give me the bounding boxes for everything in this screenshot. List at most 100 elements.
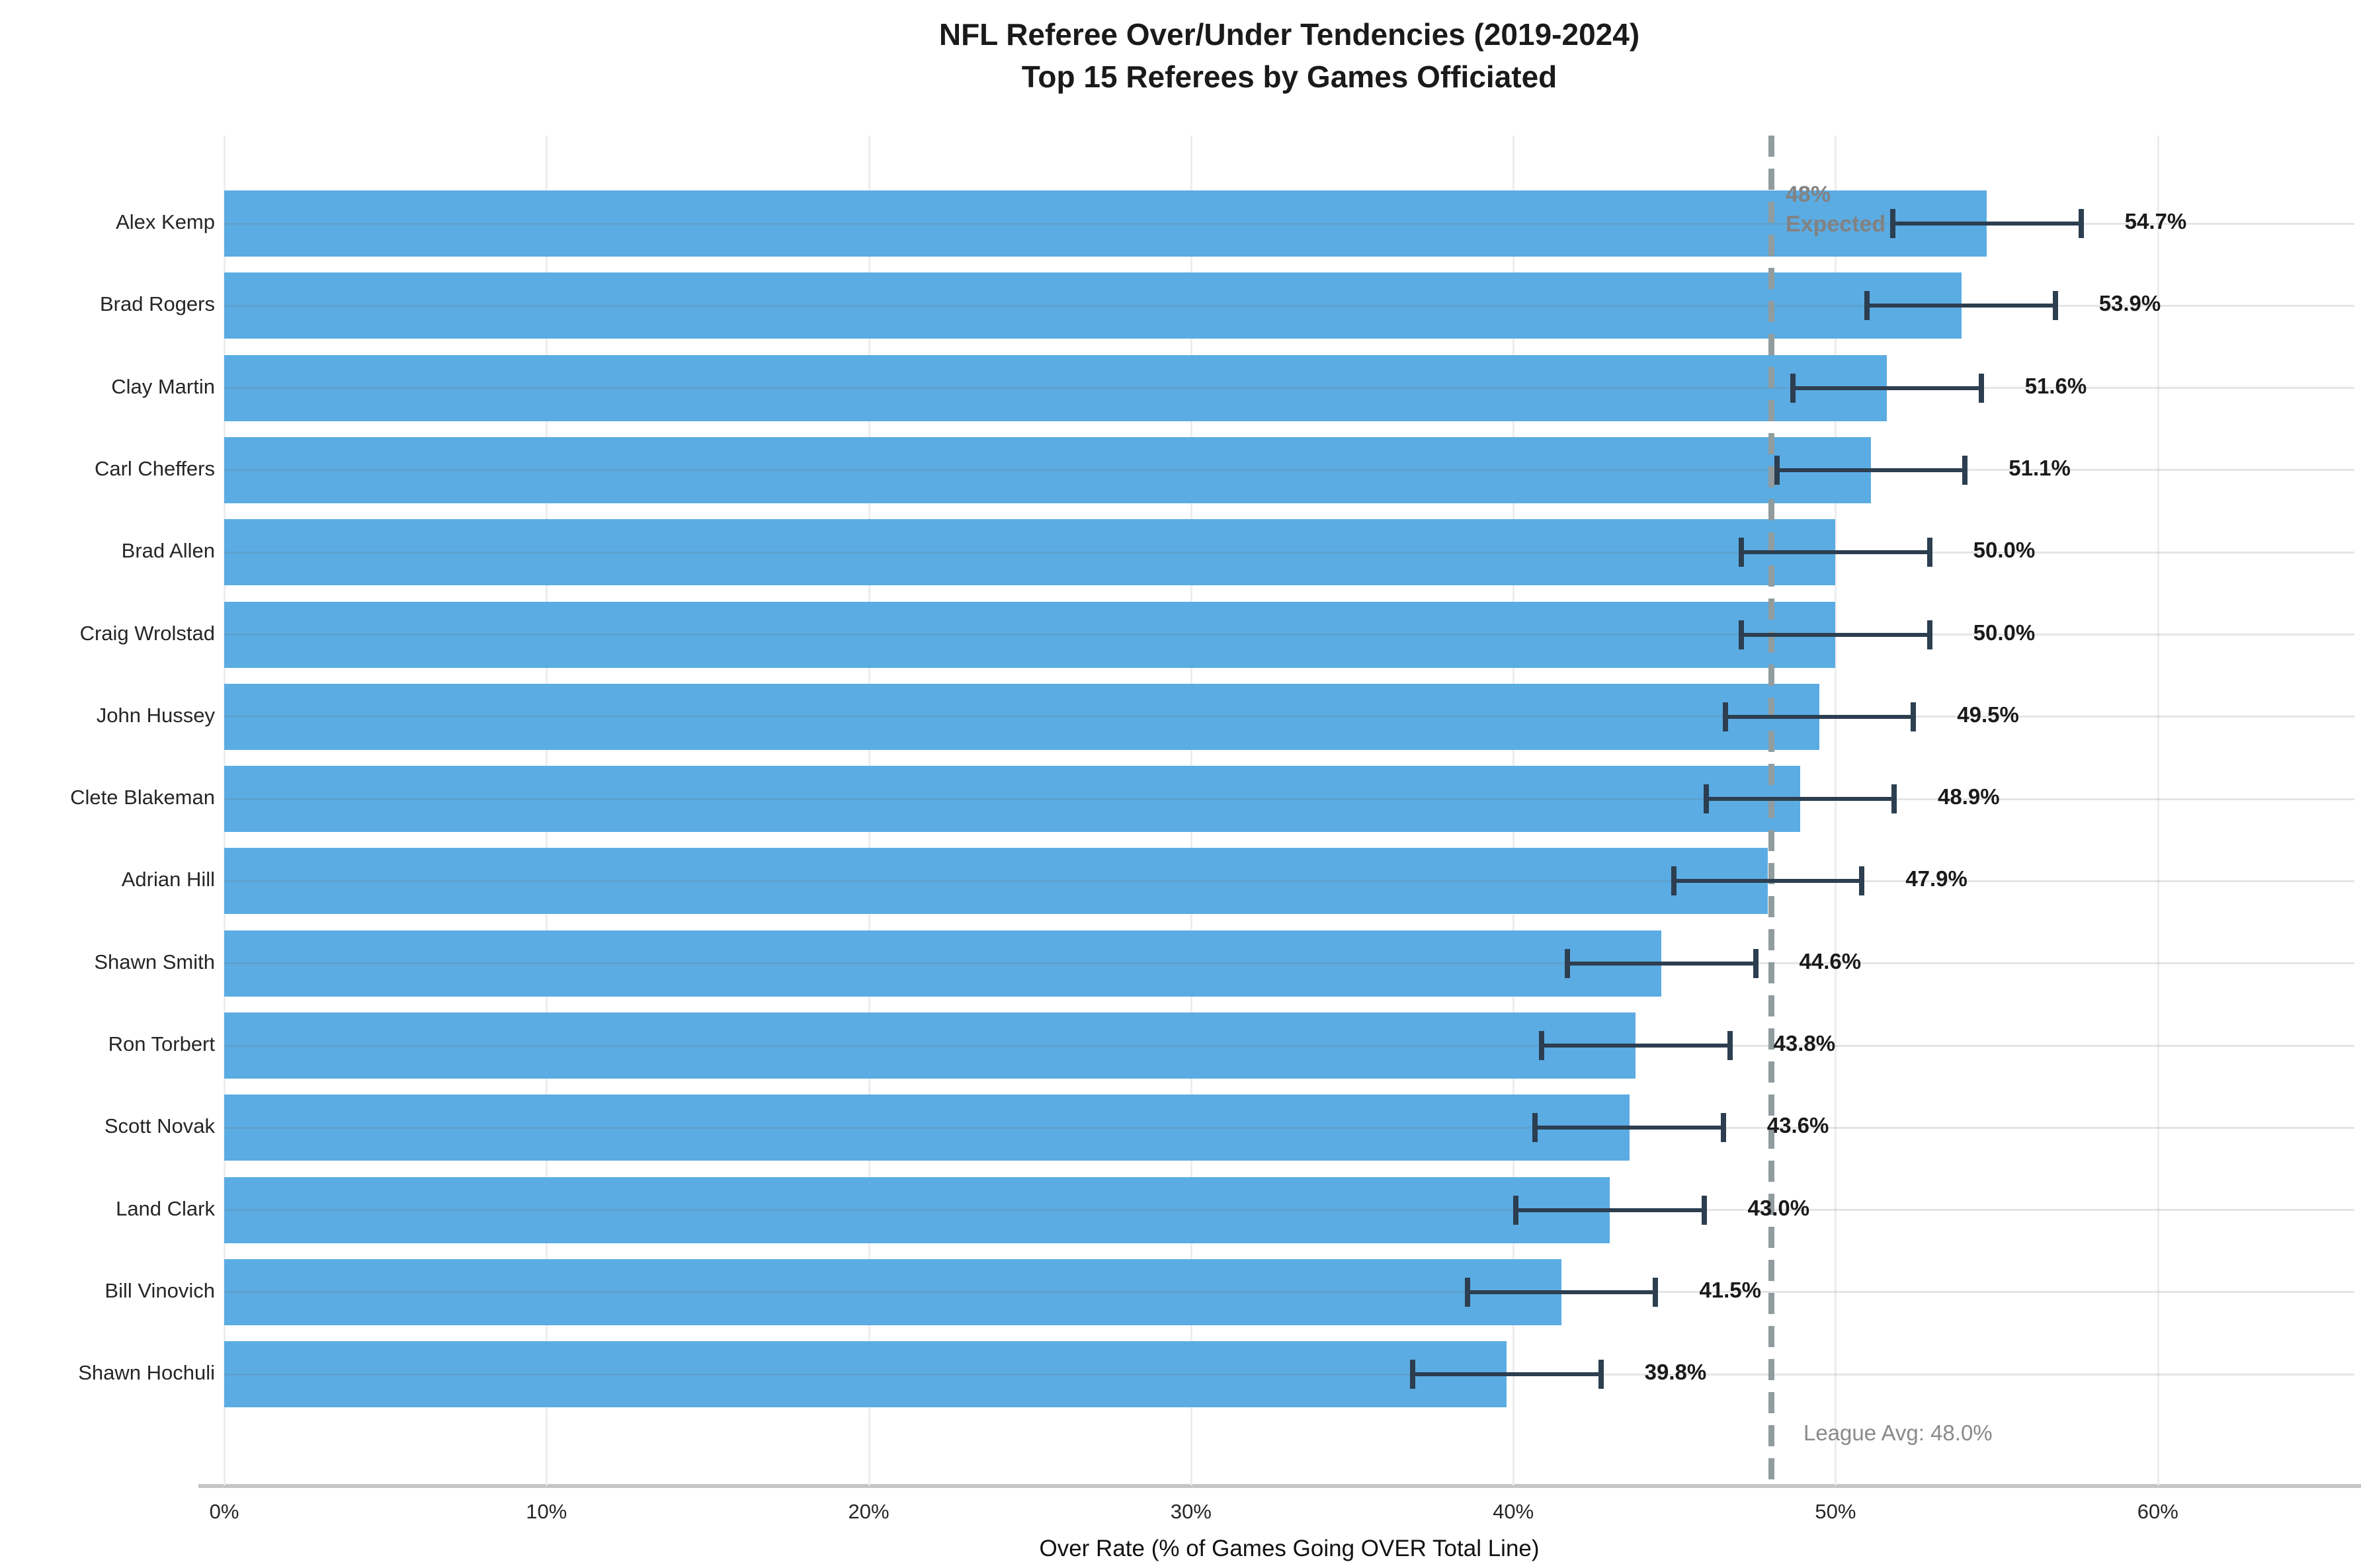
- bar: [224, 1094, 1630, 1161]
- category-label: Land Clark: [116, 1196, 215, 1220]
- bar: [224, 354, 1887, 421]
- category-label: Shawn Smith: [94, 950, 215, 973]
- bar: [224, 190, 1987, 257]
- x-tick-label: 60%: [2137, 1500, 2178, 1523]
- horizontal-gridline: [224, 798, 2354, 800]
- chart-title-line1: NFL Referee Over/Under Tendencies (2019-…: [938, 17, 1640, 52]
- error-bar-cap-left: [1774, 455, 1780, 485]
- bar-value-label: 44.6%: [1799, 948, 1862, 973]
- error-bar: [1539, 1031, 1733, 1060]
- category-label: Bill Vinovich: [104, 1278, 215, 1302]
- category-label: Craig Wrolstad: [79, 621, 215, 645]
- error-bar: [1739, 538, 1932, 567]
- x-tick-label: 50%: [1815, 1500, 1856, 1523]
- x-axis-title: Over Rate (% of Games Going OVER Total L…: [1039, 1536, 1540, 1561]
- bar: [224, 1341, 1507, 1408]
- error-bar-cap-right: [2078, 209, 2084, 238]
- league-average-reference-line: [1768, 136, 1774, 1485]
- category-label: Alex Kemp: [116, 210, 215, 233]
- error-bar: [1890, 209, 2084, 238]
- error-bar-cap-right: [2052, 291, 2058, 321]
- error-bar: [1532, 1113, 1726, 1143]
- error-bar: [1864, 291, 2058, 321]
- category-label: Clay Martin: [111, 374, 215, 398]
- vertical-gridline: [2157, 136, 2159, 1485]
- category-label: Carl Cheffers: [94, 456, 215, 480]
- error-bar-cap-right: [1859, 866, 1865, 896]
- error-bar-cap-left: [1739, 620, 1745, 649]
- bar: [224, 601, 1836, 668]
- bar: [224, 1176, 1610, 1243]
- x-tick-label: 30%: [1170, 1500, 1212, 1523]
- x-axis-spine: [198, 1484, 2361, 1488]
- bar-value-label: 51.6%: [2024, 373, 2087, 398]
- error-bar: [1513, 1195, 1707, 1225]
- error-bar-cap-left: [1539, 1031, 1545, 1060]
- error-bar: [1703, 784, 1897, 814]
- bar-value-label: 54.7%: [2124, 209, 2187, 233]
- bar-value-label: 50.0%: [1973, 538, 2036, 563]
- error-bar-cap-right: [1962, 455, 1968, 485]
- error-bar-cap-left: [1532, 1113, 1538, 1143]
- category-label: Clete Blakeman: [70, 786, 215, 809]
- category-label: Brad Rogers: [99, 292, 215, 316]
- bar: [224, 848, 1768, 915]
- league-avg-annotation: League Avg: 48.0%: [1803, 1421, 1993, 1445]
- error-bar: [1465, 1277, 1659, 1307]
- error-bar-cap-right: [1978, 373, 1984, 403]
- error-bar-cap-left: [1864, 291, 1870, 321]
- error-bar-cap-right: [1891, 784, 1897, 814]
- error-bar: [1774, 455, 1968, 485]
- horizontal-gridline: [224, 1209, 2354, 1212]
- error-bar-cap-left: [1513, 1195, 1519, 1225]
- error-bar-cap-right: [1701, 1195, 1707, 1225]
- horizontal-gridline: [224, 634, 2354, 636]
- error-bar: [1790, 373, 1984, 403]
- bar-value-label: 50.0%: [1973, 620, 2036, 645]
- bar-value-label: 43.0%: [1747, 1195, 1810, 1220]
- category-label: Adrian Hill: [121, 868, 215, 891]
- bar-value-label: 47.9%: [1905, 866, 1968, 891]
- bar-value-label: 49.5%: [1957, 702, 2019, 727]
- vertical-gridline: [1835, 136, 1837, 1485]
- error-bar-cap-left: [1739, 538, 1745, 567]
- error-bar-cap-left: [1565, 948, 1571, 978]
- error-bar-cap-left: [1671, 866, 1677, 896]
- error-bar-cap-right: [1598, 1360, 1604, 1389]
- error-bar-cap-left: [1465, 1277, 1471, 1307]
- bar-value-label: 48.9%: [1938, 784, 2000, 809]
- bar: [224, 1259, 1562, 1325]
- error-bar-cap-right: [1653, 1277, 1659, 1307]
- error-bar-cap-right: [1753, 948, 1759, 978]
- category-label: Scott Novak: [104, 1114, 215, 1138]
- bar-value-label: 41.5%: [1699, 1277, 1762, 1302]
- horizontal-gridline: [224, 387, 2354, 390]
- horizontal-gridline: [224, 1044, 2354, 1047]
- x-tick-label: 40%: [1493, 1500, 1534, 1523]
- error-bar-cap-right: [1727, 1031, 1733, 1060]
- horizontal-gridline: [224, 469, 2354, 472]
- expected-line-annotation: 48% Expected: [1786, 180, 1885, 239]
- horizontal-gridline: [224, 716, 2354, 718]
- horizontal-gridline: [224, 880, 2354, 882]
- error-bar-cap-left: [1703, 784, 1709, 814]
- error-bar: [1739, 620, 1932, 649]
- bar-value-label: 51.1%: [2009, 455, 2071, 480]
- category-label: Shawn Hochuli: [78, 1361, 215, 1385]
- category-label: John Hussey: [96, 703, 215, 727]
- bar: [224, 683, 1820, 750]
- error-bar-cap-left: [1790, 373, 1796, 403]
- plot-area: 54.7% 53.9% 51.6% 51.1% 50.0% 50.0% 49.5% 48.9%…: [224, 136, 2354, 1485]
- category-label: Brad Allen: [121, 539, 215, 563]
- chart-title-line2: Top 15 Referees by Games Officiated: [1021, 60, 1557, 94]
- bar: [224, 436, 1872, 503]
- x-tick-label: 20%: [848, 1500, 890, 1523]
- error-bar-cap-right: [1720, 1113, 1726, 1143]
- x-tick-label: 0%: [209, 1500, 239, 1523]
- bar-value-label: 39.8%: [1644, 1360, 1707, 1385]
- error-bar-cap-left: [1722, 702, 1728, 731]
- error-bar: [1565, 948, 1759, 978]
- bar-value-label: 53.9%: [2098, 291, 2161, 316]
- error-bar-cap-left: [1410, 1360, 1416, 1389]
